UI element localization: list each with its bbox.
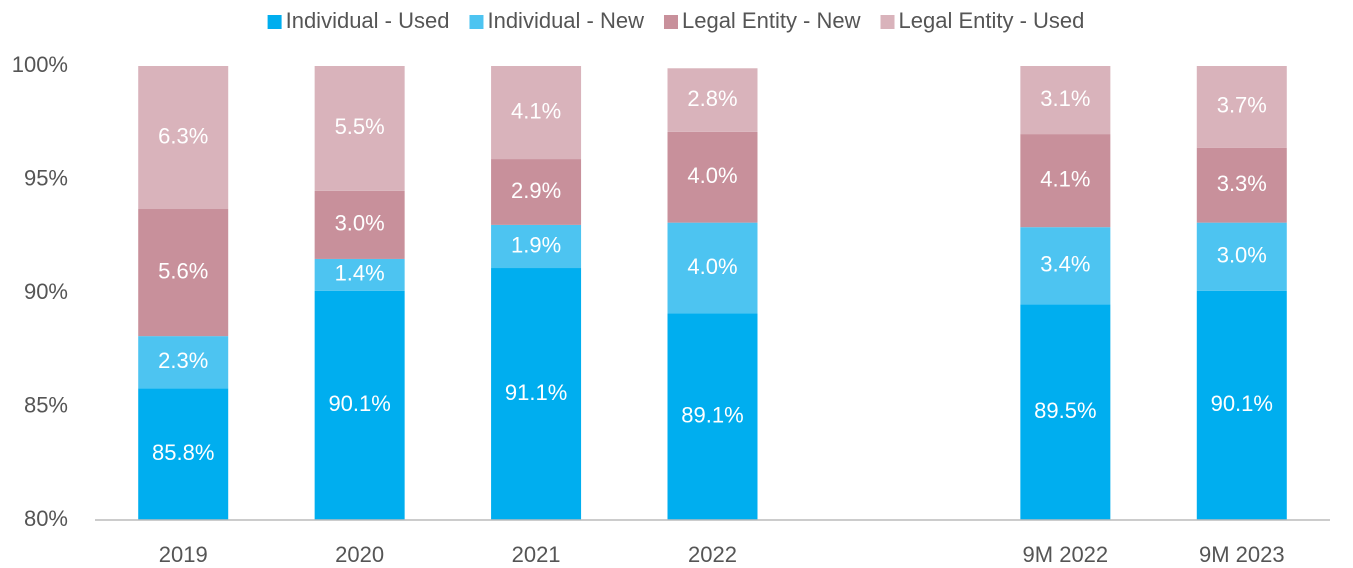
data-label: 6.3%	[158, 123, 208, 148]
data-label: 91.1%	[505, 380, 567, 405]
data-label: 90.1%	[1211, 391, 1273, 416]
bar-segment	[1020, 304, 1111, 520]
data-label: 1.9%	[511, 232, 561, 257]
data-label: 89.1%	[681, 403, 743, 428]
data-label: 3.1%	[1040, 86, 1090, 111]
bar-segment	[667, 68, 758, 132]
data-label: 4.0%	[687, 163, 737, 188]
x-tick-label: 2019	[159, 542, 208, 567]
data-label: 3.3%	[1217, 171, 1267, 196]
x-tick-label: 9M 2023	[1199, 542, 1285, 567]
bar-segment	[138, 336, 229, 389]
legend-swatch	[663, 15, 678, 29]
data-label: 89.5%	[1034, 398, 1096, 423]
data-label: 90.1%	[328, 391, 390, 416]
data-label: 2.8%	[687, 86, 737, 111]
bar-segment	[491, 268, 582, 520]
bar-segment	[314, 290, 405, 520]
bar-segment	[491, 66, 582, 160]
data-label: 2.9%	[511, 178, 561, 203]
bar-segment	[314, 66, 405, 191]
y-tick-label: 95%	[24, 165, 68, 190]
y-tick-label: 80%	[24, 506, 68, 531]
legend-swatch	[880, 15, 895, 29]
bar-segment	[1196, 66, 1287, 148]
bar-segment	[138, 66, 229, 210]
legend-label: Legal Entity - Used	[899, 8, 1085, 33]
bar-segment	[1020, 66, 1111, 135]
x-tick-label: 2022	[688, 542, 737, 567]
x-tick-label: 2021	[512, 542, 561, 567]
data-label: 3.0%	[1217, 242, 1267, 267]
data-label: 4.0%	[687, 254, 737, 279]
bar-segment	[314, 190, 405, 259]
bar-segment	[491, 159, 582, 225]
y-tick-label: 85%	[24, 392, 68, 417]
bar-segment	[1020, 134, 1111, 228]
data-label: 2.3%	[158, 348, 208, 373]
bar-segment	[667, 131, 758, 223]
y-tick-label: 100%	[12, 52, 68, 77]
data-label: 5.5%	[335, 114, 385, 139]
bar-segment	[314, 258, 405, 291]
bar-segment	[1196, 290, 1287, 520]
bar-segment	[138, 388, 229, 520]
legend-label: Individual - Used	[286, 8, 450, 33]
bar-segment	[667, 313, 758, 520]
data-label: 1.4%	[335, 261, 385, 286]
x-tick-label: 9M 2022	[1023, 542, 1109, 567]
legend-swatch	[267, 15, 282, 29]
bar-segment	[491, 224, 582, 269]
bar-segment	[138, 209, 229, 337]
data-label: 3.4%	[1040, 252, 1090, 277]
legend-label: Individual - New	[487, 8, 644, 33]
data-label: 3.0%	[335, 211, 385, 236]
bar-segment	[667, 222, 758, 314]
data-label: 85.8%	[152, 440, 214, 465]
x-tick-label: 2020	[335, 542, 384, 567]
data-label: 4.1%	[1040, 166, 1090, 191]
data-label: 4.1%	[511, 98, 561, 123]
data-label: 5.6%	[158, 258, 208, 283]
y-tick-label: 90%	[24, 279, 68, 304]
legend-label: Legal Entity - New	[682, 8, 861, 33]
bar-segment	[1196, 222, 1287, 291]
legend-swatch	[469, 15, 484, 29]
bar-segment	[1020, 227, 1111, 305]
data-label: 3.7%	[1217, 93, 1267, 118]
bar-segment	[1196, 147, 1287, 223]
